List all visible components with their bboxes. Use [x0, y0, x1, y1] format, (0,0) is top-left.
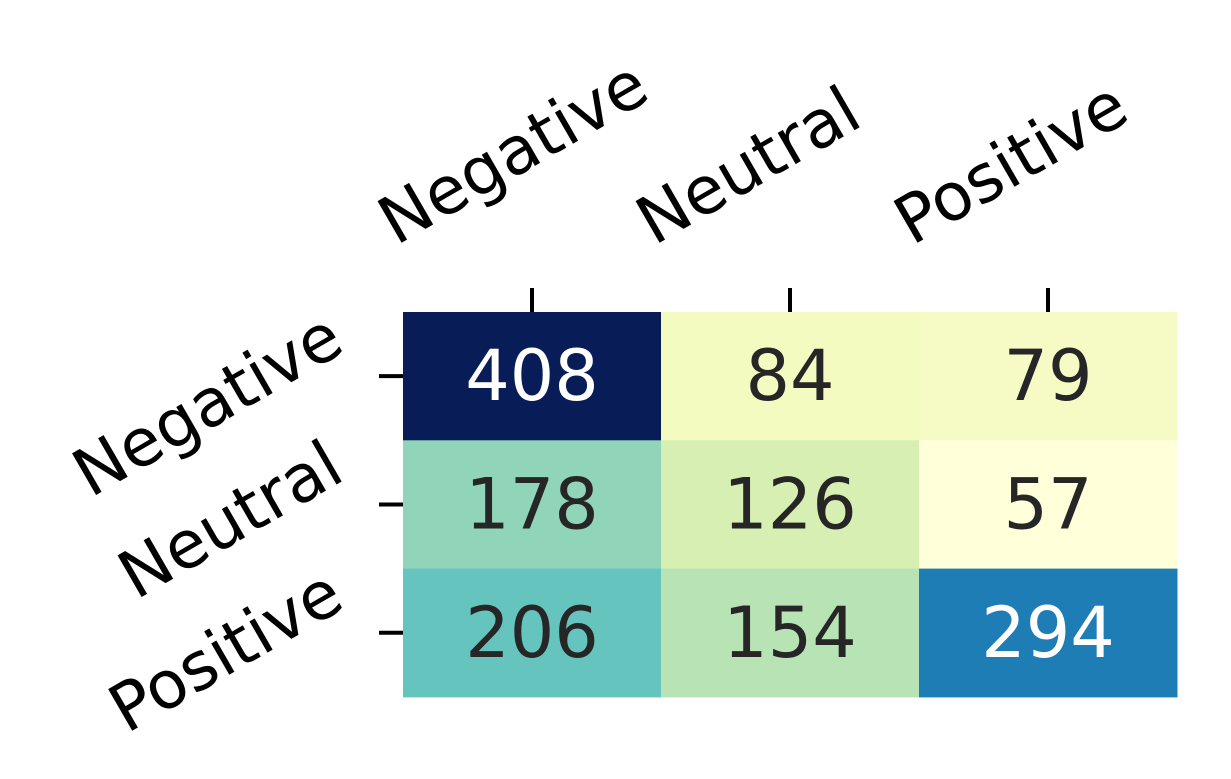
heatmap-cell-r1-c1: [661, 440, 920, 570]
heatmap-cell-r0-c2: [919, 312, 1178, 441]
heatmap-cell-r1-c0: [403, 440, 662, 570]
cell-value-r1-c1: 126: [723, 463, 857, 545]
heatmap-cell-r0-c1: [661, 312, 920, 441]
heatmap-cell-r1-c2: [919, 440, 1178, 570]
x-tick-label-2: Positive: [882, 66, 1141, 260]
heatmap-cell-r2-c0: [403, 568, 662, 698]
heatmap-cells: [403, 312, 1178, 698]
cell-value-r2-c0: 206: [465, 592, 599, 674]
cell-value-r0-c1: 84: [745, 335, 834, 417]
cell-value-r2-c2: 294: [981, 592, 1115, 674]
x-tick-label-1: Neutral: [624, 71, 873, 259]
cell-value-r2-c1: 154: [723, 592, 857, 674]
heatmap-cell-r2-c1: [661, 568, 920, 698]
heatmap-cell-r2-c2: [919, 568, 1178, 698]
heatmap-cell-r0-c0: [403, 312, 662, 441]
cell-value-r0-c2: 79: [1003, 335, 1092, 417]
cell-value-r1-c2: 57: [1003, 463, 1092, 545]
cell-value-r0-c0: 408: [465, 335, 599, 417]
cell-value-r1-c0: 178: [465, 463, 599, 545]
cell-value-labels: 408 84 79 178 126 57 206 154 294: [465, 335, 1115, 674]
x-tick-label-0: Negative: [366, 45, 661, 260]
